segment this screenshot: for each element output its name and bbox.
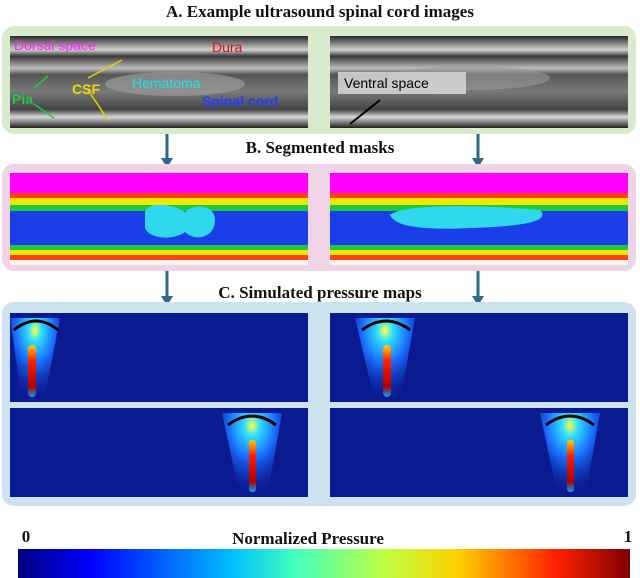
section-title: C. Simulated pressure maps (218, 283, 422, 302)
label-dura: Dura (212, 39, 243, 55)
label-dorsal: Dorsal space (14, 37, 96, 53)
label-ventral: Ventral space (344, 75, 429, 91)
colorbar-max: 1 (624, 527, 633, 546)
panel-b (2, 164, 636, 271)
panel-a: Dorsal space Dura Hematoma Spinal cord P… (2, 26, 636, 134)
section-title: B. Segmented masks (246, 138, 395, 157)
section-title: A. Example ultrasound spinal cord images (166, 2, 474, 21)
panel-c (2, 302, 636, 506)
colorbar: Normalized Pressure 0 1 (18, 527, 632, 578)
colorbar-title: Normalized Pressure (232, 529, 384, 548)
label-pia: Pia (12, 91, 33, 107)
arrows (161, 134, 484, 306)
label-spinal-cord: Spinal cord (202, 93, 278, 109)
colorbar-min: 0 (22, 527, 31, 546)
label-hematoma: Hematoma (132, 75, 201, 91)
label-csf: CSF (72, 81, 100, 97)
